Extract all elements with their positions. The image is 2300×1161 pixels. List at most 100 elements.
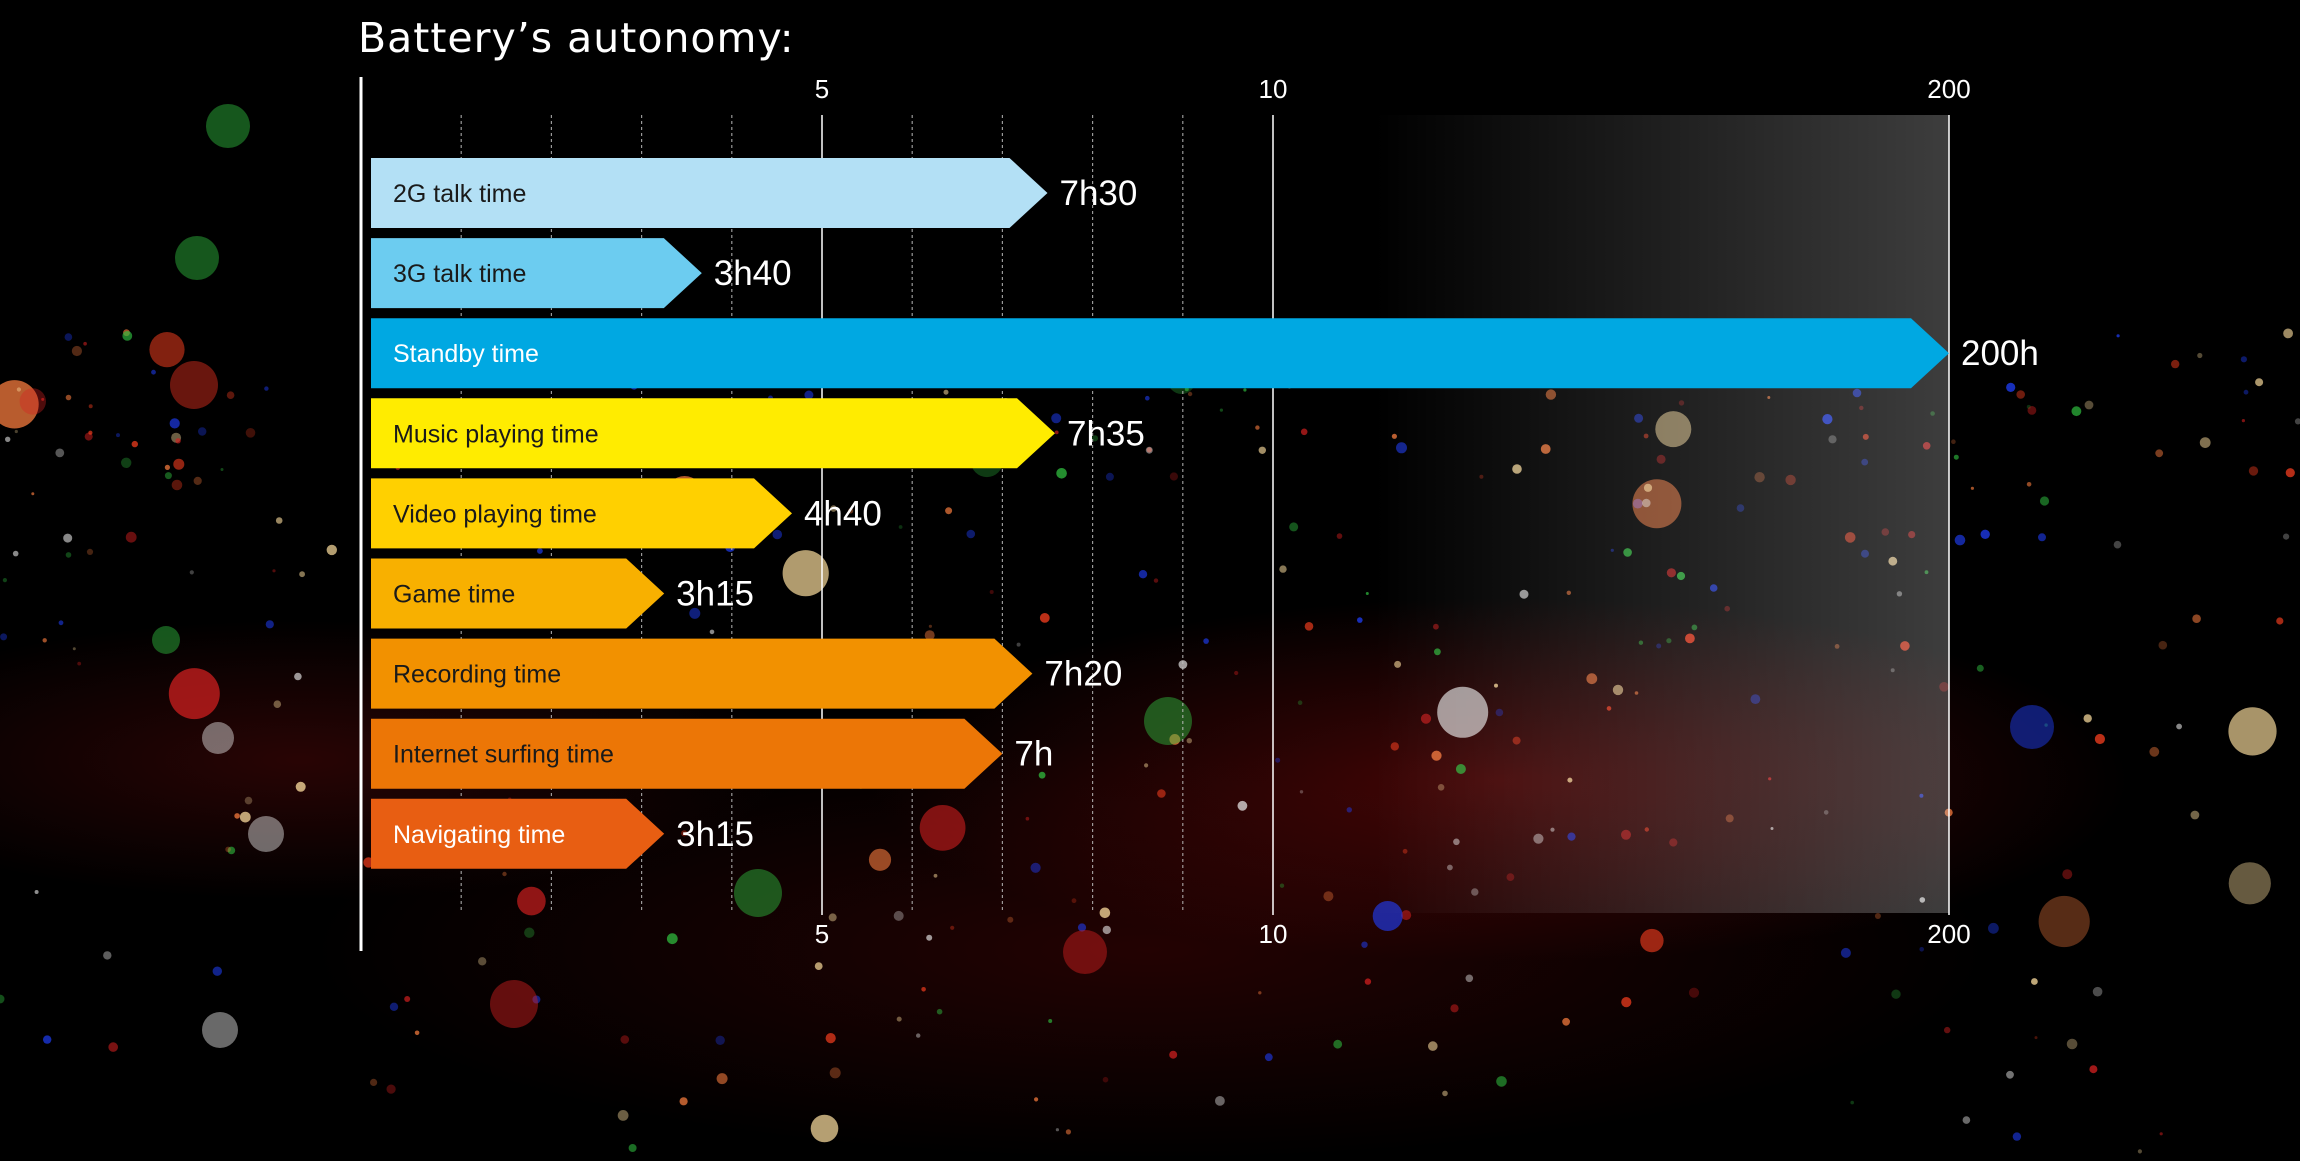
bokeh-light	[2010, 705, 2054, 749]
bokeh-light	[212, 966, 222, 976]
bokeh-light	[64, 333, 73, 341]
bokeh-light	[41, 397, 45, 401]
bar-category-label: Internet surfing time	[393, 741, 614, 769]
bokeh-light	[175, 236, 219, 280]
bokeh-light	[814, 962, 823, 970]
bokeh-light	[149, 332, 185, 368]
bokeh-light	[921, 987, 926, 992]
bokeh-light	[202, 722, 234, 754]
bokeh-light	[65, 552, 72, 558]
bokeh-light	[825, 1033, 836, 1044]
bar-value-label: 200h	[1961, 334, 2039, 373]
bokeh-light	[1951, 439, 1956, 445]
bokeh-light	[830, 505, 837, 512]
bokeh-light	[1071, 898, 1077, 904]
bokeh-light	[1007, 916, 1014, 923]
bokeh-light	[2006, 382, 2016, 392]
page-title: Battery’s autonomy:	[358, 14, 795, 62]
bokeh-light	[1102, 925, 1112, 935]
bokeh-light	[2038, 895, 2090, 948]
bar-group: Music playing time 7h35	[371, 398, 1145, 469]
bar	[371, 158, 1048, 228]
bokeh-light	[34, 890, 39, 894]
bokeh-light	[928, 624, 933, 628]
bokeh-light	[299, 571, 305, 578]
bokeh-light	[898, 525, 903, 529]
bokeh-light	[1988, 922, 1999, 934]
bokeh-light	[2243, 389, 2249, 395]
bokeh-light	[244, 796, 253, 805]
bokeh-light	[55, 448, 65, 458]
bokeh-light	[617, 1110, 629, 1121]
bokeh-light	[404, 996, 411, 1002]
bokeh-light	[295, 781, 306, 792]
bokeh-light	[1970, 486, 1974, 490]
bokeh-light	[532, 995, 541, 1004]
bar-group: 2G talk time 7h30	[371, 158, 1137, 228]
bokeh-light	[1275, 757, 1281, 763]
bokeh-light	[478, 957, 487, 966]
bokeh-light	[2241, 419, 2245, 423]
bokeh-light	[1157, 789, 1166, 798]
bokeh-light	[2192, 614, 2201, 623]
bokeh-light	[1025, 816, 1030, 821]
bokeh-light	[0, 994, 5, 1004]
x-tick-label-bottom: 200	[1927, 919, 1970, 949]
bar-value-label: 3h15	[676, 815, 754, 854]
bokeh-light	[2248, 466, 2259, 476]
bokeh-light	[5, 436, 11, 442]
bokeh-light	[1364, 978, 1372, 985]
bokeh-light	[42, 638, 47, 643]
bokeh-light	[103, 951, 112, 960]
bokeh-light	[2116, 334, 2120, 338]
bokeh-light	[2159, 1132, 2163, 1136]
bokeh-light	[1237, 800, 1248, 811]
bokeh-light	[1144, 763, 1149, 768]
bokeh-light	[193, 476, 202, 485]
bokeh-light	[1621, 997, 1632, 1008]
bokeh-light	[537, 548, 543, 554]
bokeh-light	[1953, 454, 1959, 460]
bokeh-light	[2038, 533, 2046, 542]
bokeh-light	[2171, 359, 2180, 369]
bokeh-light	[1187, 391, 1193, 397]
bokeh-light	[1056, 468, 1067, 479]
x-tick-label-bottom: 5	[815, 919, 829, 949]
bokeh-light	[2283, 328, 2294, 339]
bokeh-light	[77, 661, 82, 666]
bokeh-light	[1357, 617, 1363, 623]
bokeh-light	[1299, 790, 1304, 794]
bokeh-light	[31, 492, 35, 496]
bokeh-light	[2026, 482, 2032, 487]
bokeh-light	[2083, 714, 2092, 723]
bokeh-light	[1055, 1128, 1059, 1132]
bokeh-light	[294, 672, 302, 681]
bokeh-light	[275, 517, 283, 524]
bar-value-label: 3h40	[714, 254, 792, 293]
bokeh-light	[2197, 352, 2203, 359]
bokeh-light	[1102, 1076, 1109, 1083]
bar-category-label: Music playing time	[393, 420, 599, 448]
bokeh-light	[1153, 578, 1159, 583]
bokeh-light	[2113, 540, 2122, 549]
bokeh-light	[1333, 1039, 1343, 1049]
bokeh-light	[189, 570, 194, 575]
bar-group: 3G talk time 3h40	[371, 238, 792, 309]
bar-group: Video playing time 4h40	[371, 478, 882, 549]
bar	[371, 398, 1055, 469]
bokeh-light	[1279, 565, 1287, 573]
bokeh-light	[226, 391, 235, 400]
bokeh-light	[1215, 1096, 1225, 1106]
bokeh-light	[151, 369, 156, 375]
bokeh-light	[2285, 468, 2295, 478]
bokeh-light	[2066, 1038, 2078, 1050]
bokeh-light	[1145, 395, 1150, 401]
bokeh-light	[2006, 1070, 2014, 1079]
bokeh-light	[1465, 974, 1474, 983]
bokeh-light	[168, 668, 220, 720]
bokeh-light	[1138, 570, 1148, 579]
axis-break-panel	[1374, 115, 1949, 913]
bokeh-light	[896, 1016, 902, 1022]
bokeh-light	[804, 390, 814, 400]
